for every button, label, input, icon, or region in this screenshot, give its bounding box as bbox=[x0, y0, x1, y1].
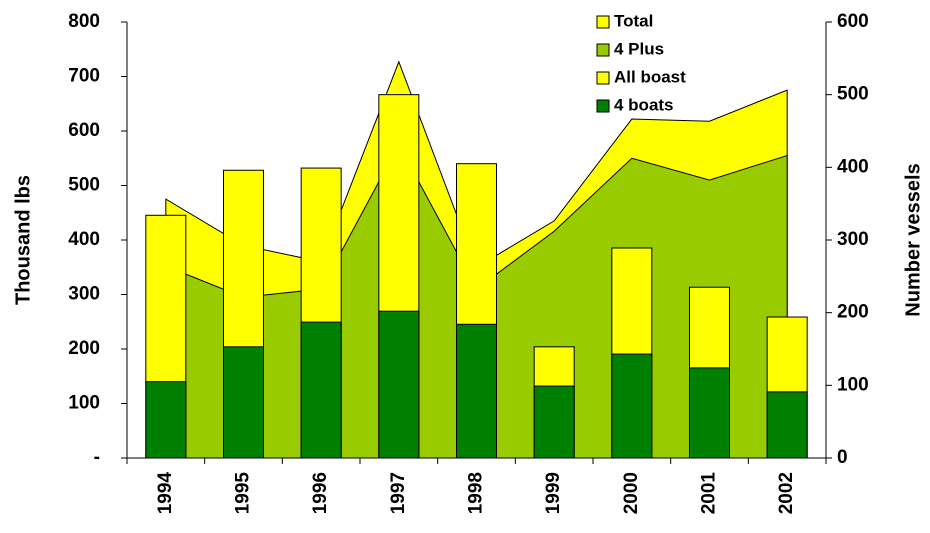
y-tick-label: 300 bbox=[68, 284, 100, 305]
y2-tick-label: 200 bbox=[837, 302, 869, 323]
bar bbox=[611, 353, 653, 459]
legend-label: 4 Plus bbox=[614, 39, 664, 58]
legend-swatch bbox=[596, 99, 610, 113]
y2-tick-label: 100 bbox=[837, 374, 869, 395]
bar bbox=[223, 346, 264, 459]
bar bbox=[533, 385, 575, 459]
bar bbox=[378, 310, 420, 459]
legend-swatch bbox=[596, 43, 610, 57]
y-axis-title: Thousand lbs bbox=[12, 175, 34, 305]
x-tick-label: 1995 bbox=[233, 472, 254, 515]
legend-swatch bbox=[596, 71, 610, 85]
y2-axis-title: Number vessels bbox=[902, 163, 924, 316]
y-tick-label: 600 bbox=[68, 120, 100, 141]
y-tick-label: 500 bbox=[68, 175, 100, 196]
y-tick-label: 100 bbox=[68, 393, 100, 414]
bar bbox=[300, 321, 342, 459]
y-tick-label: 800 bbox=[68, 11, 100, 32]
x-tick-label: 1994 bbox=[155, 472, 176, 515]
legend-label: 4 boats bbox=[614, 95, 674, 114]
x-tick-label: 1996 bbox=[310, 472, 331, 514]
legend-swatch bbox=[596, 15, 610, 29]
y2-tick-label: 300 bbox=[837, 229, 869, 250]
legend-label: All boast bbox=[614, 67, 686, 86]
x-tick-label: 2001 bbox=[699, 472, 720, 515]
y-tick-label: 200 bbox=[68, 338, 100, 359]
x-tick-label: 2000 bbox=[621, 472, 642, 514]
y2-tick-label: 600 bbox=[837, 11, 869, 32]
y-tick-label: 700 bbox=[68, 66, 100, 87]
y-tick-label: - bbox=[94, 447, 100, 468]
x-tick-label: 1998 bbox=[466, 472, 487, 514]
bar bbox=[456, 323, 497, 459]
bar bbox=[689, 367, 730, 459]
x-tick-label: 2002 bbox=[776, 472, 797, 514]
y-tick-label: 400 bbox=[68, 229, 100, 250]
y2-tick-label: 0 bbox=[837, 447, 848, 468]
x-tick-label: 1997 bbox=[388, 472, 409, 514]
y2-tick-label: 500 bbox=[837, 84, 869, 105]
x-tick-label: 1999 bbox=[543, 472, 564, 514]
bar bbox=[145, 381, 187, 459]
legend-label: Total bbox=[614, 11, 653, 30]
bar bbox=[766, 391, 808, 459]
y2-tick-label: 400 bbox=[837, 156, 869, 177]
